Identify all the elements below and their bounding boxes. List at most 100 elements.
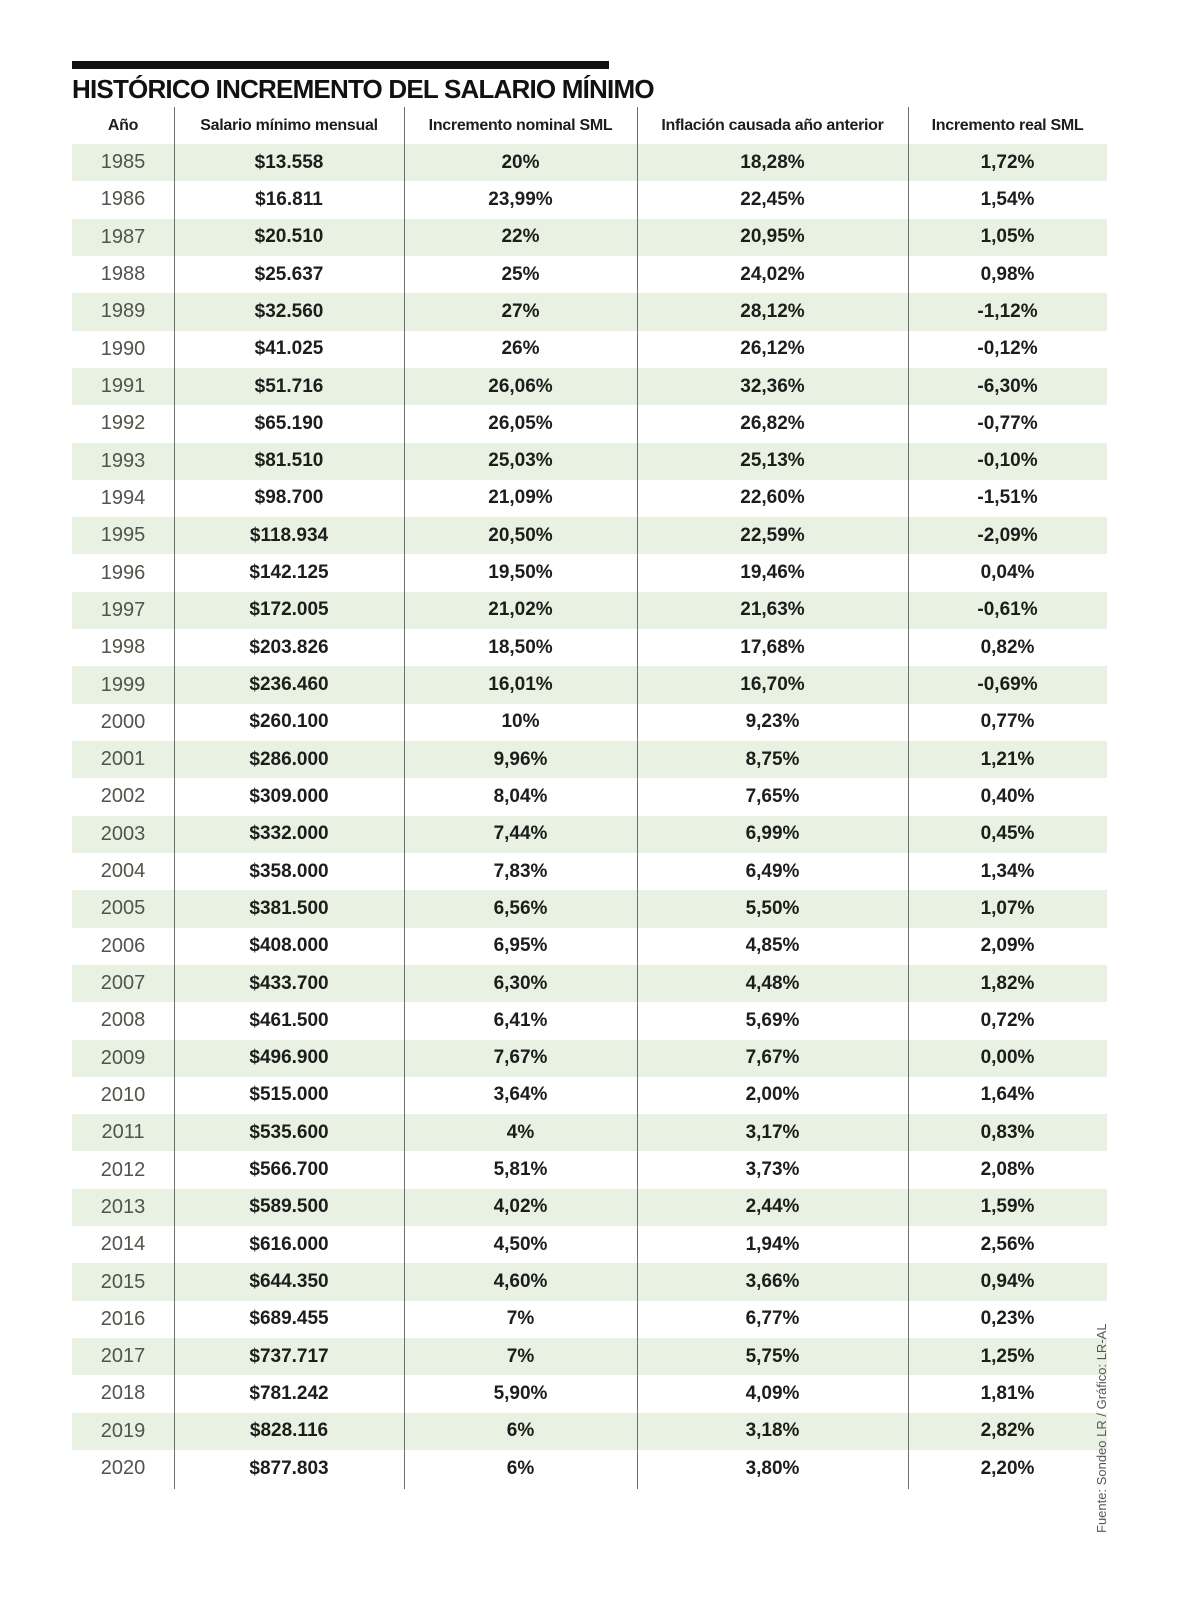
- value-cell: 1,59%: [980, 1196, 1035, 1218]
- value-cell: 18,50%: [488, 636, 553, 658]
- value-cell: 19,46%: [740, 562, 805, 584]
- year-cell: 1997: [100, 598, 146, 621]
- table-row: 1997 $172.005 21,02% 21,63% -0,61%: [72, 591, 1107, 630]
- year-cell: 1994: [100, 486, 146, 509]
- table-row: 2001 $286.000 9,96% 8,75% 1,21%: [72, 741, 1107, 779]
- value-cell: 28,12%: [740, 300, 805, 322]
- value-cell: $172.005: [249, 599, 329, 621]
- value-cell: $644.350: [249, 1271, 329, 1293]
- value-cell: 3,80%: [745, 1457, 800, 1479]
- value-cell: $408.000: [249, 935, 329, 957]
- value-cell: $65.190: [254, 412, 324, 434]
- table-row: 1987 $20.510 22% 20,95% 1,05%: [72, 218, 1107, 256]
- table-row: 1999 $236.460 16,01% 16,70% -0,69%: [72, 666, 1107, 704]
- value-cell: 24,02%: [740, 263, 805, 285]
- value-cell: $81.510: [254, 450, 324, 472]
- value-cell: 6%: [506, 1457, 535, 1479]
- value-cell: -6,30%: [977, 375, 1038, 397]
- table-row: 1985 $13.558 20% 18,28% 1,72%: [72, 144, 1107, 182]
- value-cell: -0,12%: [977, 338, 1038, 360]
- value-cell: -1,12%: [977, 300, 1038, 322]
- table-header-row: Año Salario mínimo mensual Incremento no…: [72, 107, 1107, 144]
- value-cell: 3,64%: [493, 1084, 548, 1106]
- table-row: 2008 $461.500 6,41% 5,69% 0,72%: [72, 1002, 1107, 1039]
- year-cell: 1998: [100, 636, 146, 659]
- year-cell: 2015: [100, 1270, 146, 1293]
- table-row: 2000 $260.100 10% 9,23% 0,77%: [72, 704, 1107, 741]
- value-cell: $142.125: [249, 562, 329, 584]
- table-row: 2016 $689.455 7% 6,77% 0,23%: [72, 1301, 1107, 1338]
- year-cell: 2005: [100, 897, 146, 920]
- value-cell: 4,48%: [745, 972, 800, 994]
- page-title: HISTÓRICO INCREMENTO DEL SALARIO MÍNIMO: [72, 74, 655, 104]
- value-cell: 0,40%: [980, 785, 1035, 807]
- value-cell: 20%: [501, 151, 540, 173]
- value-cell: 6,77%: [745, 1308, 800, 1330]
- value-cell: 25,13%: [740, 450, 805, 472]
- table-row: 1986 $16.811 23,99% 22,45% 1,54%: [72, 181, 1107, 218]
- year-cell: 2006: [100, 934, 146, 957]
- value-cell: $433.700: [249, 972, 329, 994]
- table-row: 2009 $496.900 7,67% 7,67% 0,00%: [72, 1039, 1107, 1077]
- value-cell: $13.558: [254, 151, 324, 173]
- table-row: 1995 $118.934 20,50% 22,59% -2,09%: [72, 517, 1107, 555]
- year-cell: 1985: [100, 151, 146, 174]
- year-cell: 1999: [100, 673, 146, 696]
- value-cell: 21,09%: [488, 487, 553, 509]
- year-cell: 2018: [100, 1382, 146, 1405]
- table-row: 2004 $358.000 7,83% 6,49% 1,34%: [72, 853, 1107, 890]
- value-cell: 5,81%: [493, 1159, 548, 1181]
- year-cell: 1991: [100, 375, 146, 398]
- column-divider: [908, 107, 909, 1489]
- value-cell: 1,07%: [980, 897, 1035, 919]
- value-cell: 0,04%: [980, 562, 1035, 584]
- value-cell: 22,45%: [740, 188, 805, 210]
- table-row: 2014 $616.000 4,50% 1,94% 2,56%: [72, 1226, 1107, 1263]
- table-row: 2002 $309.000 8,04% 7,65% 0,40%: [72, 778, 1107, 815]
- value-cell: 18,28%: [740, 151, 805, 173]
- year-cell: 2004: [100, 860, 146, 883]
- value-cell: 22,60%: [740, 487, 805, 509]
- year-cell: 2013: [100, 1195, 146, 1218]
- value-cell: $118.934: [249, 524, 329, 546]
- value-cell: 21,02%: [488, 599, 553, 621]
- value-cell: 1,25%: [980, 1345, 1035, 1367]
- table-row: 2017 $737.717 7% 5,75% 1,25%: [72, 1338, 1107, 1376]
- year-cell: 2017: [100, 1345, 146, 1368]
- value-cell: 22%: [501, 226, 540, 248]
- value-cell: 4,60%: [493, 1271, 548, 1293]
- value-cell: 3,17%: [745, 1121, 800, 1143]
- value-cell: 3,66%: [745, 1271, 800, 1293]
- value-cell: 1,82%: [980, 972, 1035, 994]
- value-cell: 6,30%: [493, 972, 548, 994]
- value-cell: 22,59%: [740, 524, 805, 546]
- year-cell: 2008: [100, 1009, 146, 1032]
- value-cell: 23,99%: [488, 188, 553, 210]
- year-cell: 1993: [100, 449, 146, 472]
- value-cell: 0,83%: [980, 1121, 1035, 1143]
- value-cell: 0,00%: [980, 1047, 1035, 1069]
- year-cell: 2014: [100, 1233, 146, 1256]
- year-cell: 1995: [100, 524, 146, 547]
- value-cell: 1,72%: [980, 151, 1035, 173]
- value-cell: 17,68%: [740, 636, 805, 658]
- value-cell: 0,94%: [980, 1271, 1035, 1293]
- table-row: 1991 $51.716 26,06% 32,36% -6,30%: [72, 367, 1107, 406]
- value-cell: 1,34%: [980, 860, 1035, 882]
- value-cell: 26%: [501, 338, 540, 360]
- value-cell: -0,69%: [977, 674, 1038, 696]
- value-cell: $737.717: [249, 1345, 329, 1367]
- value-cell: 4,09%: [745, 1382, 800, 1404]
- value-cell: 20,95%: [740, 226, 805, 248]
- value-cell: $589.500: [249, 1196, 329, 1218]
- value-cell: $535.600: [249, 1121, 329, 1143]
- value-cell: 0,23%: [980, 1308, 1035, 1330]
- table-rows: 1985 $13.558 20% 18,28% 1,72% 1986 $16.811 23,9…: [72, 144, 1107, 1487]
- value-cell: $25.637: [254, 263, 324, 285]
- value-cell: 4%: [506, 1121, 535, 1143]
- value-cell: 21,63%: [740, 599, 805, 621]
- value-cell: 6,99%: [745, 823, 800, 845]
- year-cell: 2000: [100, 710, 146, 733]
- year-cell: 2011: [101, 1121, 145, 1144]
